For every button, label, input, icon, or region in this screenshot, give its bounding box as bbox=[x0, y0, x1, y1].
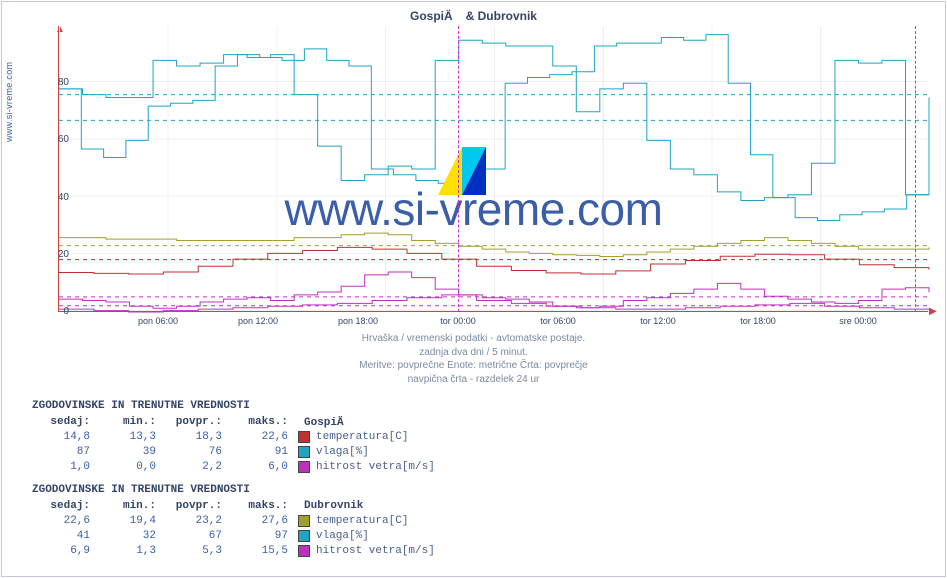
stats-value: 97 bbox=[230, 530, 296, 542]
stats-value: 76 bbox=[164, 446, 230, 458]
legend-label: hitrost vetra[m/s] bbox=[316, 461, 435, 473]
legend-label: temperatura[C] bbox=[316, 515, 408, 527]
stats-row: 87397691 vlaga[%] bbox=[32, 444, 435, 459]
legend-color-icon bbox=[298, 545, 310, 557]
stats-header: ZGODOVINSKE IN TRENUTNE VREDNOSTI bbox=[32, 400, 435, 412]
y-tick-label: 60 bbox=[49, 134, 69, 145]
stats-value: 67 bbox=[164, 530, 230, 542]
y-tick-label: 40 bbox=[49, 192, 69, 203]
subcaption-line: Meritve: povprečne Enote: metrične Črta:… bbox=[2, 359, 945, 373]
x-tick-label: pon 18:00 bbox=[338, 316, 378, 326]
stats-value: 23,2 bbox=[164, 515, 230, 527]
stats-col-headers: sedaj:min.:povpr.:maks.: Dubrovnik bbox=[32, 498, 435, 513]
stats-row: 41326797 vlaga[%] bbox=[32, 528, 435, 543]
stats-value: 13,3 bbox=[98, 431, 164, 443]
stats-col-label: maks.: bbox=[230, 500, 296, 512]
stats-row: 1,00,02,26,0 hitrost vetra[m/s] bbox=[32, 459, 435, 474]
legend-color-icon bbox=[298, 431, 310, 443]
legend-label: hitrost vetra[m/s] bbox=[316, 545, 435, 557]
legend-label: vlaga[%] bbox=[316, 530, 369, 542]
stats-value: 0,0 bbox=[98, 461, 164, 473]
subcaption-line: zadnja dva dni / 5 minut. bbox=[2, 346, 945, 360]
x-tick-label: sre 00:00 bbox=[839, 316, 877, 326]
stats-value: 5,3 bbox=[164, 545, 230, 557]
stats-value: 6,9 bbox=[32, 545, 98, 557]
location-name: Dubrovnik bbox=[304, 500, 363, 512]
stats-value: 87 bbox=[32, 446, 98, 458]
stats-value: 1,0 bbox=[32, 461, 98, 473]
stats-col-label: povpr.: bbox=[164, 416, 230, 428]
stats-group: ZGODOVINSKE IN TRENUTNE VREDNOSTIsedaj:m… bbox=[32, 400, 435, 474]
subcaption-line: navpična črta - razdelek 24 ur bbox=[2, 373, 945, 387]
stats-col-label: povpr.: bbox=[164, 500, 230, 512]
x-arrow-icon: ▶ bbox=[929, 306, 937, 317]
subcaption-line: Hrvaška / vremenski podatki - avtomatske… bbox=[2, 332, 945, 346]
legend-color-icon bbox=[298, 515, 310, 527]
legend-color-icon bbox=[298, 446, 310, 458]
stats-value: 15,5 bbox=[230, 545, 296, 557]
legend-color-icon bbox=[298, 530, 310, 542]
chart-container: www.si-vreme.com GospiÄ & Dubrovnik ▲ ▶… bbox=[1, 1, 946, 577]
legend-label: vlaga[%] bbox=[316, 446, 369, 458]
x-tick-label: pon 06:00 bbox=[138, 316, 178, 326]
stats-value: 6,0 bbox=[230, 461, 296, 473]
x-tick-label: pon 12:00 bbox=[238, 316, 278, 326]
stats-value: 22,6 bbox=[230, 431, 296, 443]
chart-title: GospiÄ & Dubrovnik bbox=[2, 8, 945, 24]
stats-row: 14,813,318,322,6 temperatura[C] bbox=[32, 429, 435, 444]
stats-value: 27,6 bbox=[230, 515, 296, 527]
source-label: www.si-vreme.com bbox=[4, 62, 14, 142]
stats-value: 32 bbox=[98, 530, 164, 542]
x-tick-label: tor 12:00 bbox=[640, 316, 676, 326]
stats-value: 19,4 bbox=[98, 515, 164, 527]
y-tick-label: 80 bbox=[49, 77, 69, 88]
y-tick-label: 0 bbox=[49, 306, 69, 317]
stats-value: 39 bbox=[98, 446, 164, 458]
location-name: GospiÄ bbox=[304, 415, 352, 429]
stats-row: 22,619,423,227,6 temperatura[C] bbox=[32, 513, 435, 528]
stats-value: 91 bbox=[230, 446, 296, 458]
stats-value: 2,2 bbox=[164, 461, 230, 473]
stats-col-label: maks.: bbox=[230, 416, 296, 428]
stats-value: 22,6 bbox=[32, 515, 98, 527]
legend-color-icon bbox=[298, 461, 310, 473]
stats-value: 14,8 bbox=[32, 431, 98, 443]
stats-col-headers: sedaj:min.:povpr.:maks.: GospiÄ bbox=[32, 414, 435, 429]
stats-value: 18,3 bbox=[164, 431, 230, 443]
stats-value: 1,3 bbox=[98, 545, 164, 557]
stats-col-label: min.: bbox=[98, 500, 164, 512]
x-tick-label: tor 00:00 bbox=[440, 316, 476, 326]
stats-row: 6,91,35,315,5 hitrost vetra[m/s] bbox=[32, 543, 435, 558]
x-tick-label: tor 06:00 bbox=[540, 316, 576, 326]
stats-header: ZGODOVINSKE IN TRENUTNE VREDNOSTI bbox=[32, 484, 435, 496]
y-tick-label: 20 bbox=[49, 249, 69, 260]
subcaption: Hrvaška / vremenski podatki - avtomatske… bbox=[2, 332, 945, 386]
logo-icon bbox=[438, 147, 486, 195]
stats-group: ZGODOVINSKE IN TRENUTNE VREDNOSTIsedaj:m… bbox=[32, 484, 435, 558]
x-tick-label: tor 18:00 bbox=[740, 316, 776, 326]
stats-value: 41 bbox=[32, 530, 98, 542]
plot-area bbox=[58, 26, 928, 312]
legend-label: temperatura[C] bbox=[316, 431, 408, 443]
day-divider bbox=[915, 26, 916, 312]
stats-col-label: sedaj: bbox=[32, 416, 98, 428]
day-divider bbox=[458, 26, 459, 312]
stats-col-label: sedaj: bbox=[32, 500, 98, 512]
series-svg bbox=[59, 26, 929, 312]
stats-col-label: min.: bbox=[98, 416, 164, 428]
stats-tables: ZGODOVINSKE IN TRENUTNE VREDNOSTIsedaj:m… bbox=[32, 400, 435, 568]
